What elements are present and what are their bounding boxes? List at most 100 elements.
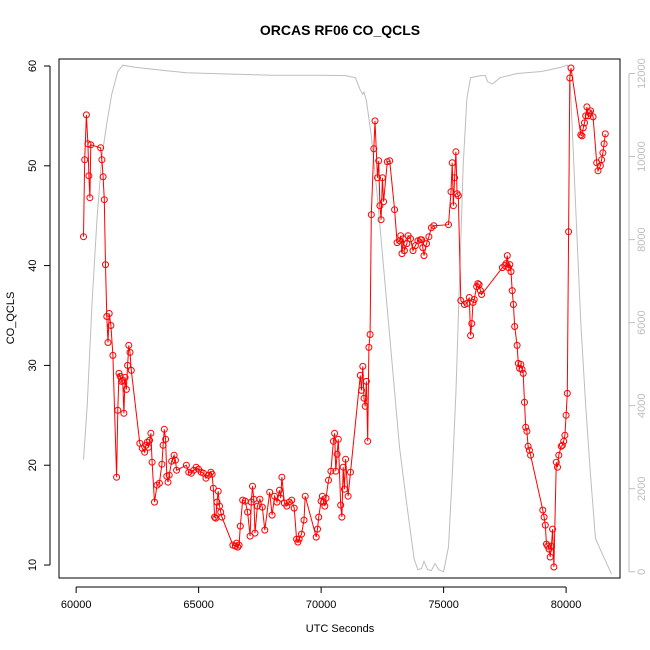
- co-qcls-point: [478, 291, 486, 298]
- co-qcls-point: [344, 492, 352, 500]
- co-qcls-point: [124, 361, 132, 369]
- y-tick-label: 40: [27, 259, 39, 271]
- co-qcls-point: [334, 435, 342, 443]
- co-qcls-point: [563, 389, 571, 397]
- co-qcls-point: [519, 369, 527, 377]
- co-qcls-point: [377, 216, 385, 224]
- co-qcls-point: [555, 451, 563, 459]
- co-qcls-point: [419, 244, 427, 252]
- co-qcls-point: [425, 233, 433, 241]
- co-qcls-point: [366, 331, 374, 338]
- co-qcls-point: [158, 460, 166, 468]
- co-qcls-point: [118, 377, 125, 385]
- co-qcls-point: [523, 427, 531, 435]
- co-qcls-point: [474, 280, 482, 288]
- co-qcls-point: [400, 247, 408, 255]
- x-tick-label: 70000: [306, 599, 337, 611]
- co-qcls-point: [552, 458, 560, 466]
- co-qcls-point: [126, 348, 134, 356]
- y2-tick-label: 8000: [636, 227, 648, 251]
- co-qcls-point: [84, 140, 92, 148]
- co-qcls-point: [173, 466, 181, 474]
- co-qcls-point: [288, 496, 296, 504]
- co-qcls-point: [209, 484, 217, 492]
- y2-tick-label: 12000: [636, 58, 648, 89]
- chart-title: ORCAS RF06 CO_QCLS: [260, 22, 420, 38]
- co-qcls-point: [517, 360, 525, 368]
- co-qcls-point: [503, 252, 511, 260]
- co-qcls-point: [447, 188, 455, 196]
- co-qcls-point: [600, 140, 608, 148]
- co-qcls-point: [235, 541, 243, 549]
- co-qcls-point: [566, 74, 574, 82]
- co-qcls-point: [148, 458, 156, 466]
- co-qcls-point: [554, 463, 561, 471]
- co-qcls-point: [121, 373, 129, 381]
- co-qcls-point: [147, 429, 155, 437]
- co-qcls-point: [601, 130, 609, 138]
- co-qcls-point: [356, 371, 364, 379]
- co-qcls-point: [325, 476, 332, 484]
- co-qcls-point: [164, 478, 172, 486]
- co-qcls-point: [246, 532, 254, 540]
- co-qcls-point: [579, 124, 587, 132]
- co-qcls-point: [99, 173, 107, 181]
- plot-layer: 60000 65000 70000 75000 80000 10 20 30 40 50 60 0 20…: [27, 58, 648, 611]
- co-qcls-point: [100, 196, 108, 204]
- co-qcls-point: [524, 442, 532, 450]
- co-qcls-point: [327, 467, 335, 475]
- co-qcls-point: [168, 457, 176, 465]
- co-qcls-point: [565, 228, 573, 236]
- y2-tick-label: 2000: [636, 476, 648, 500]
- co-qcls-point: [321, 502, 329, 510]
- co-qcls-point: [470, 296, 478, 303]
- co-qcls-point: [146, 436, 154, 444]
- y-tick-label: 30: [27, 359, 39, 371]
- co-qcls-point: [214, 487, 222, 495]
- co-qcls-point: [218, 513, 226, 521]
- co-qcls-point: [522, 423, 530, 431]
- x-tick-label: 80000: [551, 599, 582, 611]
- co-qcls-point: [120, 409, 128, 417]
- co-qcls-point: [451, 174, 459, 182]
- co-qcls-point: [86, 194, 94, 202]
- co-qcls-point: [547, 542, 555, 550]
- co-qcls-point: [380, 198, 388, 206]
- co-qcls-point: [234, 543, 242, 551]
- co-qcls-point: [165, 471, 173, 479]
- co-qcls-point: [261, 526, 269, 534]
- co-qcls-point: [527, 451, 535, 459]
- co-qcls-point: [358, 386, 365, 394]
- co-qcls-point: [338, 513, 346, 521]
- co-qcls-point: [113, 473, 121, 481]
- y-tick-label: 10: [27, 559, 39, 571]
- co-qcls-point: [445, 221, 452, 229]
- co-qcls-point: [546, 553, 554, 561]
- co-qcls-point: [457, 297, 465, 304]
- y2-tick-label: 4000: [636, 393, 648, 417]
- co-qcls-point: [208, 470, 216, 478]
- co-qcls-point: [87, 141, 95, 149]
- co-qcls-point: [256, 495, 264, 503]
- co-qcls-point: [125, 341, 133, 349]
- co-qcls-point: [525, 446, 533, 454]
- co-qcls-point: [513, 341, 521, 349]
- co-qcls-point: [452, 148, 460, 156]
- co-qcls-point: [430, 222, 438, 230]
- co-qcls-point: [300, 516, 308, 524]
- co-qcls-point: [360, 394, 368, 402]
- co-qcls-point: [236, 522, 244, 530]
- co-qcls-point: [109, 351, 117, 359]
- co-qcls-point: [558, 441, 566, 449]
- co-qcls-point: [104, 339, 112, 346]
- co-qcls-point: [359, 362, 367, 370]
- co-qcls-point: [448, 159, 456, 167]
- co-qcls-point: [102, 261, 109, 269]
- co-qcls-point: [539, 506, 547, 514]
- co-qcls-point: [162, 435, 170, 443]
- co-qcls-point: [583, 103, 591, 111]
- co-qcls-point: [80, 233, 87, 241]
- co-qcls-point: [540, 513, 548, 521]
- co-qcls-point: [278, 473, 286, 481]
